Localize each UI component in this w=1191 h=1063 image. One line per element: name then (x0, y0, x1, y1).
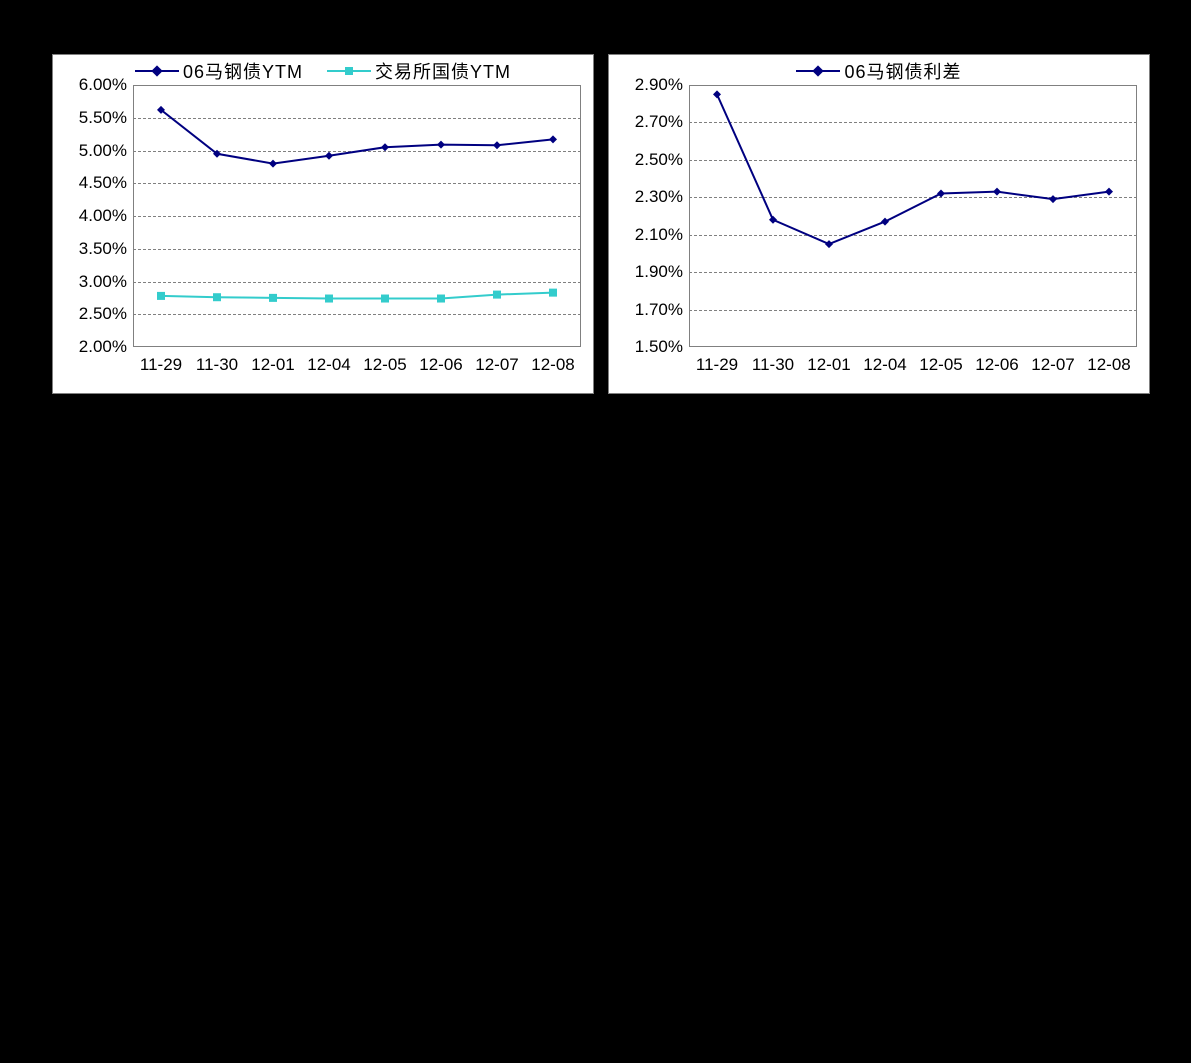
data-point-diamond-icon (437, 141, 445, 149)
plot-area: 2.00%2.50%3.00%3.50%4.00%4.50%5.00%5.50%… (133, 85, 581, 347)
y-tick-label: 2.10% (635, 225, 689, 245)
data-point-square-icon (549, 289, 557, 297)
series-line (717, 94, 1109, 244)
y-tick-label: 2.30% (635, 187, 689, 207)
legend-label: 06马钢债YTM (183, 58, 303, 84)
y-tick-label: 1.90% (635, 262, 689, 282)
data-point-diamond-icon (493, 141, 501, 149)
x-tick-label: 12-05 (363, 347, 406, 375)
y-tick-label: 4.00% (79, 206, 133, 226)
x-tick-label: 11-29 (696, 347, 738, 375)
data-point-square-icon (493, 291, 501, 299)
y-tick-label: 2.50% (79, 304, 133, 324)
x-tick-label: 12-04 (863, 347, 906, 375)
data-point-diamond-icon (1105, 188, 1113, 196)
data-point-square-icon (381, 295, 389, 303)
y-tick-label: 2.70% (635, 112, 689, 132)
data-point-diamond-icon (825, 240, 833, 248)
legend: 06马钢债YTM 交易所国债YTM (53, 58, 593, 84)
data-point-diamond-icon (549, 135, 557, 143)
x-tick-label: 11-30 (196, 347, 238, 375)
legend-item: 06马钢债利差 (796, 58, 961, 84)
y-tick-label: 1.50% (635, 337, 689, 357)
left-chart: 06马钢债YTM交易所国债YTM2.00%2.50%3.00%3.50%4.00… (52, 54, 594, 394)
series-svg (133, 85, 581, 347)
y-tick-label: 6.00% (79, 75, 133, 95)
x-tick-label: 12-06 (419, 347, 462, 375)
data-point-diamond-icon (937, 190, 945, 198)
data-point-diamond-icon (769, 216, 777, 224)
data-point-diamond-icon (881, 218, 889, 226)
y-tick-label: 5.50% (79, 108, 133, 128)
right-chart: 06马钢债利差1.50%1.70%1.90%2.10%2.30%2.50%2.7… (608, 54, 1150, 394)
plot-area: 1.50%1.70%1.90%2.10%2.30%2.50%2.70%2.90%… (689, 85, 1137, 347)
legend-marker-icon (796, 65, 840, 77)
x-tick-label: 12-05 (919, 347, 962, 375)
legend-marker-icon (327, 65, 371, 77)
x-tick-label: 11-29 (140, 347, 182, 375)
legend-label: 06马钢债利差 (844, 58, 961, 84)
y-tick-label: 2.50% (635, 150, 689, 170)
y-tick-label: 2.00% (79, 337, 133, 357)
y-tick-label: 3.50% (79, 239, 133, 259)
x-tick-label: 12-01 (807, 347, 850, 375)
x-tick-label: 12-01 (251, 347, 294, 375)
y-tick-label: 3.00% (79, 272, 133, 292)
data-point-diamond-icon (713, 90, 721, 98)
y-tick-label: 1.70% (635, 300, 689, 320)
page: 06马钢债YTM交易所国债YTM2.00%2.50%3.00%3.50%4.00… (0, 0, 1191, 1063)
x-tick-label: 12-06 (975, 347, 1018, 375)
data-point-diamond-icon (325, 152, 333, 160)
series-svg (689, 85, 1137, 347)
x-tick-label: 12-07 (475, 347, 518, 375)
x-tick-label: 12-04 (307, 347, 350, 375)
data-point-square-icon (213, 293, 221, 301)
x-tick-label: 12-08 (531, 347, 574, 375)
data-point-square-icon (437, 295, 445, 303)
x-tick-label: 12-07 (1031, 347, 1074, 375)
legend-item: 交易所国债YTM (327, 58, 511, 84)
data-point-square-icon (325, 295, 333, 303)
x-tick-label: 11-30 (752, 347, 794, 375)
legend-marker-icon (135, 65, 179, 77)
y-tick-label: 4.50% (79, 173, 133, 193)
y-tick-label: 2.90% (635, 75, 689, 95)
legend-label: 交易所国债YTM (375, 58, 511, 84)
data-point-diamond-icon (269, 160, 277, 168)
y-tick-label: 5.00% (79, 141, 133, 161)
data-point-diamond-icon (381, 143, 389, 151)
legend: 06马钢债利差 (609, 58, 1149, 84)
data-point-diamond-icon (1049, 195, 1057, 203)
data-point-square-icon (157, 292, 165, 300)
data-point-diamond-icon (993, 188, 1001, 196)
x-tick-label: 12-08 (1087, 347, 1130, 375)
data-point-square-icon (269, 294, 277, 302)
legend-item: 06马钢债YTM (135, 58, 303, 84)
series-line (161, 110, 553, 164)
